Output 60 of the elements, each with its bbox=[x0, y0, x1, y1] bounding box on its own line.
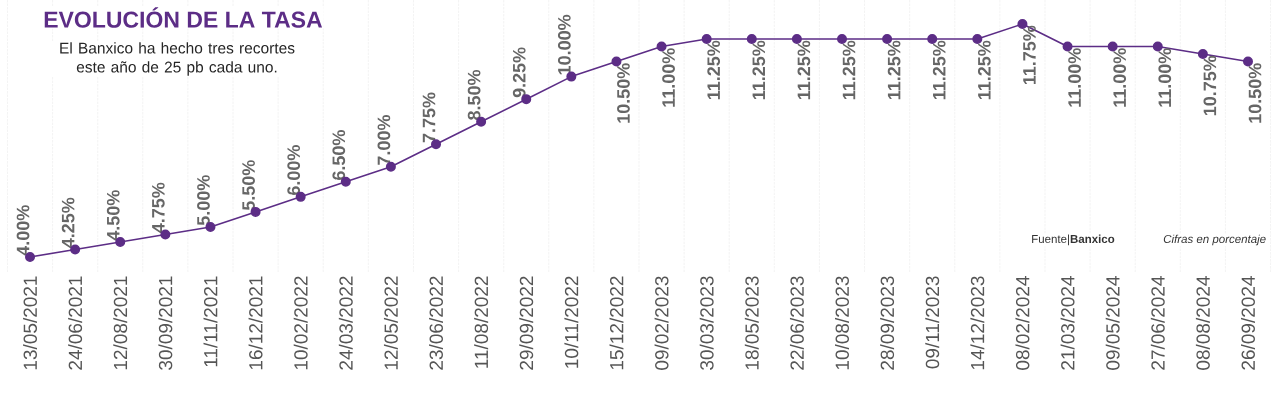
data-label: 11.25% bbox=[842, 40, 856, 100]
data-label: 11.25% bbox=[977, 40, 991, 100]
data-label: 7.75% bbox=[422, 92, 436, 143]
data-label: 4.25% bbox=[61, 197, 75, 249]
annotation: Cifras en porcentaje bbox=[1163, 234, 1266, 246]
data-label: 6.50% bbox=[332, 130, 346, 180]
data-label: 11.25% bbox=[797, 40, 811, 100]
annotation: Fuente|Banxico bbox=[1032, 234, 1115, 246]
x-tick-label: 09/02/2023 bbox=[654, 276, 669, 370]
x-tick-label: 16/12/2021 bbox=[248, 276, 263, 370]
x-tick-label: 21/03/2024 bbox=[1060, 276, 1075, 370]
data-label: 11.00% bbox=[662, 48, 675, 107]
x-tick-label: 26/09/2024 bbox=[1241, 276, 1255, 370]
data-label: 11.25% bbox=[707, 40, 721, 100]
x-tick-label: 24/03/2022 bbox=[338, 276, 353, 370]
x-tick-label: 10/02/2022 bbox=[293, 276, 308, 370]
data-label: 10.75% bbox=[1203, 55, 1217, 116]
x-tick-label: 18/05/2023 bbox=[744, 276, 759, 370]
data-label: 7.00% bbox=[377, 115, 391, 165]
x-tick-label: 09/05/2024 bbox=[1105, 276, 1120, 370]
data-label: 5.00% bbox=[197, 175, 210, 226]
x-tick-label: 23/06/2022 bbox=[429, 276, 443, 370]
data-label: 4.00% bbox=[16, 205, 30, 256]
x-tick-label: 11/08/2022 bbox=[474, 276, 489, 368]
x-tick-label: 27/06/2024 bbox=[1150, 276, 1165, 370]
data-label: 11.00% bbox=[1068, 48, 1081, 107]
x-tick-label: 12/05/2022 bbox=[383, 276, 398, 370]
x-tick-label: 22/06/2023 bbox=[789, 276, 804, 370]
data-label: 11.25% bbox=[752, 40, 766, 100]
x-tick-label: 11/11/2021 bbox=[203, 276, 218, 367]
x-tick-label: 09/11/2023 bbox=[925, 276, 940, 369]
x-tick-label: 12/08/2021 bbox=[113, 276, 128, 370]
data-label: 11.25% bbox=[932, 40, 946, 100]
x-tick-label: 10/08/2023 bbox=[835, 276, 849, 370]
data-label: 10.50% bbox=[617, 63, 630, 123]
data-label: 11.00% bbox=[1158, 48, 1172, 107]
x-tick-label: 24/06/2021 bbox=[68, 276, 83, 370]
data-label: 11.25% bbox=[887, 40, 901, 100]
chart-title: EVOLUCIÓN DE LA TASA bbox=[44, 7, 323, 28]
data-label: 10.50% bbox=[1248, 63, 1262, 123]
text: El Banxico ha hecho tres recortes este año de 25 pb cada uno. bbox=[60, 42, 295, 76]
x-tick-label: 30/03/2023 bbox=[699, 276, 714, 370]
x-tick-label: 15/12/2022 bbox=[609, 276, 624, 370]
x-tick-label: 29/09/2022 bbox=[519, 276, 534, 370]
x-tick-label: 13/05/2021 bbox=[23, 276, 37, 370]
x-tick-label: 28/09/2023 bbox=[880, 276, 895, 370]
data-label: 11.00% bbox=[1113, 48, 1127, 107]
data-label: 5.50% bbox=[242, 160, 255, 211]
data-label: 9.25% bbox=[512, 47, 526, 98]
data-label: 4.50% bbox=[106, 190, 120, 241]
data-label: 11.75% bbox=[1023, 25, 1036, 85]
x-tick-label: 10/11/2022 bbox=[564, 276, 579, 368]
data-label: 10.00% bbox=[557, 14, 571, 75]
x-tick-label: 30/09/2021 bbox=[158, 276, 173, 370]
x-tick-label: 08/02/2024 bbox=[1015, 276, 1030, 370]
data-label: 4.75% bbox=[151, 182, 165, 233]
data-label: 8.50% bbox=[467, 69, 481, 120]
x-tick-label: 14/12/2023 bbox=[970, 276, 985, 370]
data-label: 6.00% bbox=[287, 145, 301, 196]
x-tick-label: 08/08/2024 bbox=[1195, 276, 1210, 370]
